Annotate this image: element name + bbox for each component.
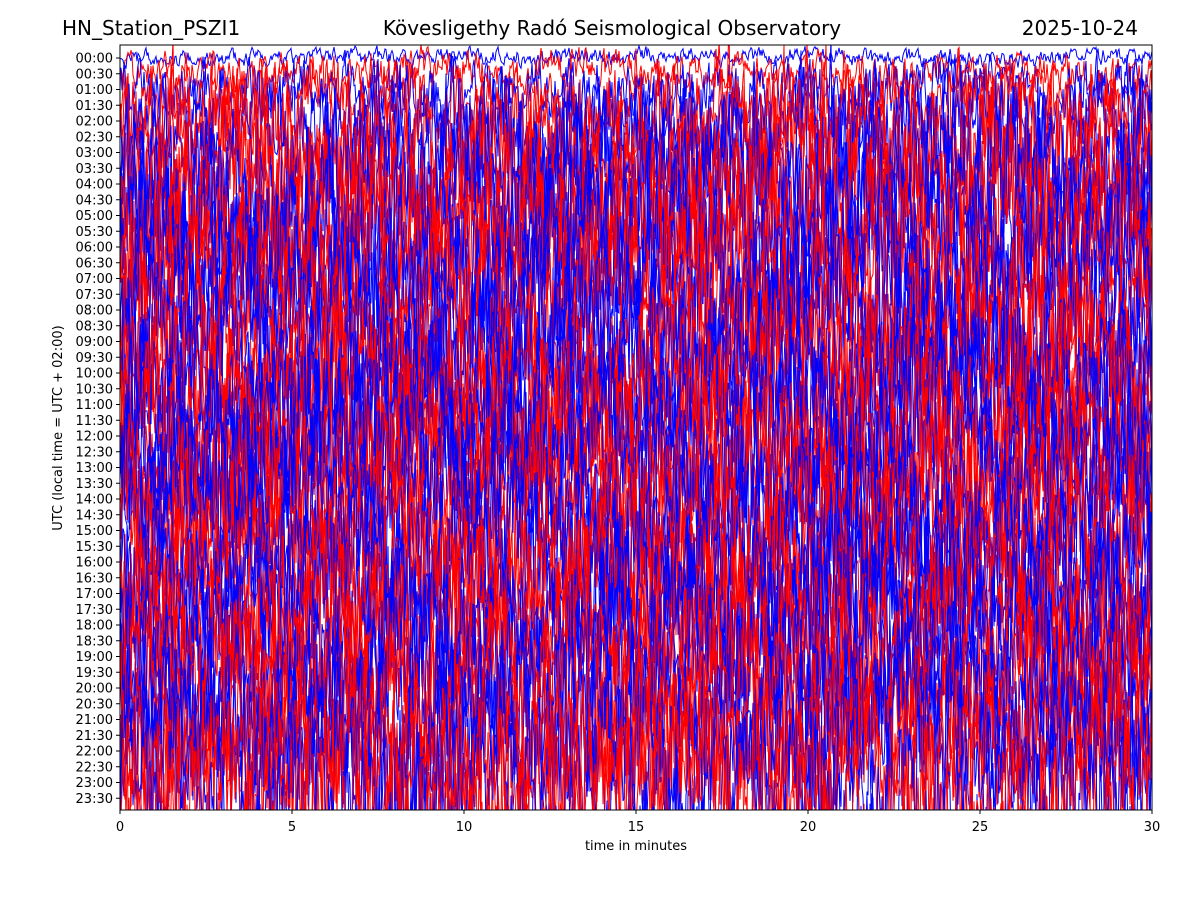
y-tick-label: 03:30 (76, 162, 113, 177)
seismic-trace (120, 608, 1152, 810)
seismic-trace (120, 661, 1152, 810)
y-tick-label: 05:00 (76, 209, 113, 224)
y-tick-label: 23:00 (76, 776, 113, 791)
seismic-trace (120, 55, 1152, 319)
y-tick-label: 06:00 (76, 241, 113, 256)
y-axis-label: UTC (local time = UTC + 02:00) (51, 325, 66, 530)
y-tick-label: 00:00 (76, 52, 113, 67)
y-tick-label: 05:30 (76, 225, 113, 240)
seismic-trace (120, 434, 1152, 668)
y-tick-label: 23:30 (76, 792, 113, 807)
x-tick-label: 30 (1144, 820, 1161, 835)
y-tick-label: 11:00 (76, 398, 113, 413)
x-axis-label: time in minutes (585, 839, 687, 854)
y-tick-label: 02:00 (76, 115, 113, 130)
observatory-title: Kövesligethy Radó Seismological Observat… (382, 16, 842, 40)
y-tick-label: 02:30 (76, 130, 113, 145)
y-tick-label: 14:00 (76, 493, 113, 508)
x-tick-label: 10 (456, 820, 473, 835)
y-tick-label: 00:30 (76, 67, 113, 82)
y-tick-label: 12:30 (76, 445, 113, 460)
y-tick-label: 17:30 (76, 603, 113, 618)
y-tick-label: 07:30 (76, 288, 113, 303)
y-tick-label: 03:00 (76, 146, 113, 161)
y-tick-label: 21:30 (76, 729, 113, 744)
y-tick-label: 12:00 (76, 430, 113, 445)
y-tick-label: 18:30 (76, 634, 113, 649)
seismic-trace (120, 45, 1152, 283)
y-tick-label: 16:00 (76, 556, 113, 571)
x-tick-label: 5 (288, 820, 296, 835)
y-tick-label: 14:30 (76, 508, 113, 523)
y-tick-label: 10:30 (76, 382, 113, 397)
y-tick-label: 22:30 (76, 760, 113, 775)
seismic-traces (120, 45, 1152, 810)
y-tick-label: 11:30 (76, 414, 113, 429)
x-tick-label: 15 (628, 820, 645, 835)
x-tick-label: 20 (800, 820, 817, 835)
y-tick-label: 18:00 (76, 619, 113, 634)
y-tick-label: 10:00 (76, 367, 113, 382)
y-tick-label: 17:00 (76, 587, 113, 602)
y-tick-label: 08:00 (76, 304, 113, 319)
y-tick-label: 15:30 (76, 540, 113, 555)
y-tick-label: 20:00 (76, 682, 113, 697)
y-tick-label: 19:30 (76, 666, 113, 681)
y-tick-label: 04:30 (76, 193, 113, 208)
x-tick-label: 0 (116, 820, 124, 835)
y-tick-label: 21:00 (76, 713, 113, 728)
record-date: 2025-10-24 (1021, 16, 1138, 40)
y-tick-label: 09:30 (76, 351, 113, 366)
y-tick-label: 07:00 (76, 272, 113, 287)
x-tick-label: 25 (972, 820, 989, 835)
y-axis: 00:0000:3001:0001:3002:0002:3003:0003:30… (76, 52, 120, 807)
y-tick-label: 22:00 (76, 745, 113, 760)
y-tick-label: 04:00 (76, 178, 113, 193)
y-tick-label: 16:30 (76, 571, 113, 586)
y-tick-label: 06:30 (76, 256, 113, 271)
y-tick-label: 09:00 (76, 335, 113, 350)
y-tick-label: 19:00 (76, 650, 113, 665)
y-tick-label: 15:00 (76, 524, 113, 539)
y-tick-label: 13:30 (76, 477, 113, 492)
y-tick-label: 01:30 (76, 99, 113, 114)
seismic-trace (120, 354, 1152, 621)
y-tick-label: 13:00 (76, 461, 113, 476)
x-axis: 0 5 10 15 20 25 30 (116, 810, 1160, 835)
y-tick-label: 08:30 (76, 319, 113, 334)
y-tick-label: 01:00 (76, 83, 113, 98)
station-name: HN_Station_PSZI1 (62, 16, 241, 40)
y-tick-label: 20:30 (76, 697, 113, 712)
